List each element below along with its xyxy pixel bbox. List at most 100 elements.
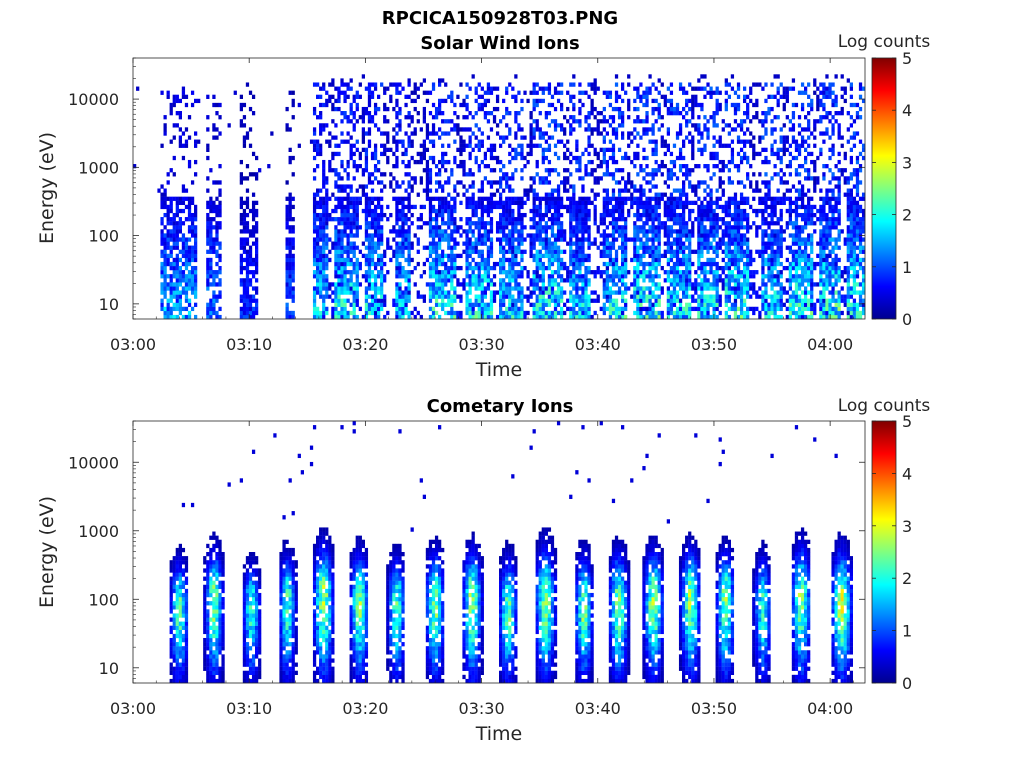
heatmap-cell: [422, 151, 426, 157]
heatmap-cell: [163, 286, 167, 291]
heatmap-cell: [569, 229, 573, 234]
heatmap-cell: [358, 249, 362, 254]
heatmap-cell: [645, 115, 649, 120]
heatmap-cell: [337, 286, 341, 291]
heatmap-cell: [480, 208, 484, 214]
heatmap-cell: [666, 217, 670, 222]
heatmap-cell: [352, 302, 356, 307]
heatmap-cell: [715, 86, 719, 91]
heatmap-cell: [322, 249, 326, 254]
heatmap-cell: [575, 310, 579, 316]
heatmap-cell: [578, 245, 582, 250]
heatmap-cell: [370, 270, 375, 275]
heatmap-cell: [251, 172, 256, 177]
heatmap-cell: [242, 135, 247, 140]
heatmap-cell: [181, 241, 186, 246]
heatmap-cell: [587, 310, 591, 316]
heatmap-cell: [730, 229, 735, 234]
heatmap-cell: [621, 257, 625, 263]
heatmap-cell: [251, 212, 256, 218]
heatmap-cell: [398, 229, 402, 234]
heatmap-cell: [477, 298, 481, 303]
heatmap-cell: [642, 102, 646, 108]
heatmap-cell: [703, 229, 707, 234]
heatmap-cell: [395, 131, 399, 136]
heatmap-cell: [248, 229, 253, 234]
heatmap-cell: [453, 184, 457, 189]
heatmap-cell: [477, 94, 481, 99]
heatmap-cell: [358, 225, 362, 230]
heatmap-cell: [425, 180, 430, 185]
heatmap-cell: [587, 294, 591, 299]
heatmap-cell: [657, 298, 661, 303]
heatmap-cell: [434, 302, 439, 307]
heatmap-cell: [471, 278, 475, 283]
heatmap-cell: [697, 196, 701, 201]
heatmap-cell: [441, 200, 445, 206]
heatmap-cell: [569, 233, 573, 238]
heatmap-cell: [316, 265, 320, 271]
heatmap-cell: [532, 237, 536, 242]
heatmap-cell: [407, 192, 411, 197]
heatmap-cell: [721, 233, 725, 238]
heatmap-cell: [541, 151, 545, 157]
heatmap-cell: [514, 94, 518, 99]
heatmap-cell: [398, 106, 402, 112]
heatmap-cell: [535, 225, 539, 230]
heatmap-cell: [477, 282, 481, 287]
heatmap-cell: [178, 282, 182, 287]
heatmap-cell: [441, 98, 445, 104]
heatmap-cell: [163, 196, 167, 201]
heatmap-cell: [352, 286, 356, 291]
heatmap-cell: [608, 261, 613, 267]
heatmap-cell: [380, 131, 384, 136]
heatmap-cell: [251, 306, 256, 312]
heatmap-cell: [319, 274, 323, 279]
heatmap-cell: [514, 155, 518, 161]
heatmap-cell: [511, 278, 515, 283]
heatmap-cell: [450, 98, 454, 104]
heatmap-cell: [572, 200, 576, 206]
heatmap-cell: [352, 204, 356, 210]
heatmap-cell: [434, 253, 439, 259]
heatmap-cell: [495, 180, 500, 185]
heatmap-cell: [404, 212, 408, 218]
heatmap-cell: [654, 212, 658, 218]
heatmap-cell: [727, 229, 731, 234]
heatmap-cell: [535, 286, 539, 291]
heatmap-cell: [556, 221, 561, 226]
heatmap-cell: [550, 200, 555, 206]
heatmap-cell: [547, 172, 552, 177]
heatmap-cell: [599, 212, 603, 218]
heatmap-cell: [572, 257, 576, 263]
heatmap-cell: [395, 257, 399, 263]
heatmap-cell: [529, 290, 533, 295]
heatmap-cell: [316, 192, 320, 197]
heatmap-cell: [517, 212, 521, 218]
heatmap-cell: [517, 196, 521, 201]
heatmap-cell: [505, 180, 509, 185]
heatmap-cell: [532, 245, 536, 250]
heatmap-cell: [675, 131, 680, 136]
heatmap-cell: [709, 208, 713, 214]
heatmap-cell: [352, 265, 356, 271]
heatmap-cell: [364, 168, 369, 173]
heatmap-cell: [514, 302, 518, 307]
heatmap-cell: [508, 314, 512, 320]
heatmap-cell: [624, 180, 628, 185]
heatmap-cell: [541, 290, 545, 295]
heatmap-cell: [242, 115, 247, 120]
heatmap-cell: [285, 274, 289, 279]
heatmap-cell: [480, 159, 484, 165]
heatmap-cell: [666, 241, 670, 246]
heatmap-cell: [538, 286, 542, 291]
heatmap-cell: [434, 274, 439, 279]
heatmap-cell: [685, 282, 689, 287]
heatmap-cell: [694, 249, 698, 254]
heatmap-cell: [331, 192, 335, 197]
heatmap-cell: [520, 233, 524, 238]
heatmap-cell: [636, 119, 640, 124]
heatmap-cell: [657, 253, 661, 259]
heatmap-cell: [593, 298, 597, 303]
heatmap-cell: [410, 212, 414, 218]
